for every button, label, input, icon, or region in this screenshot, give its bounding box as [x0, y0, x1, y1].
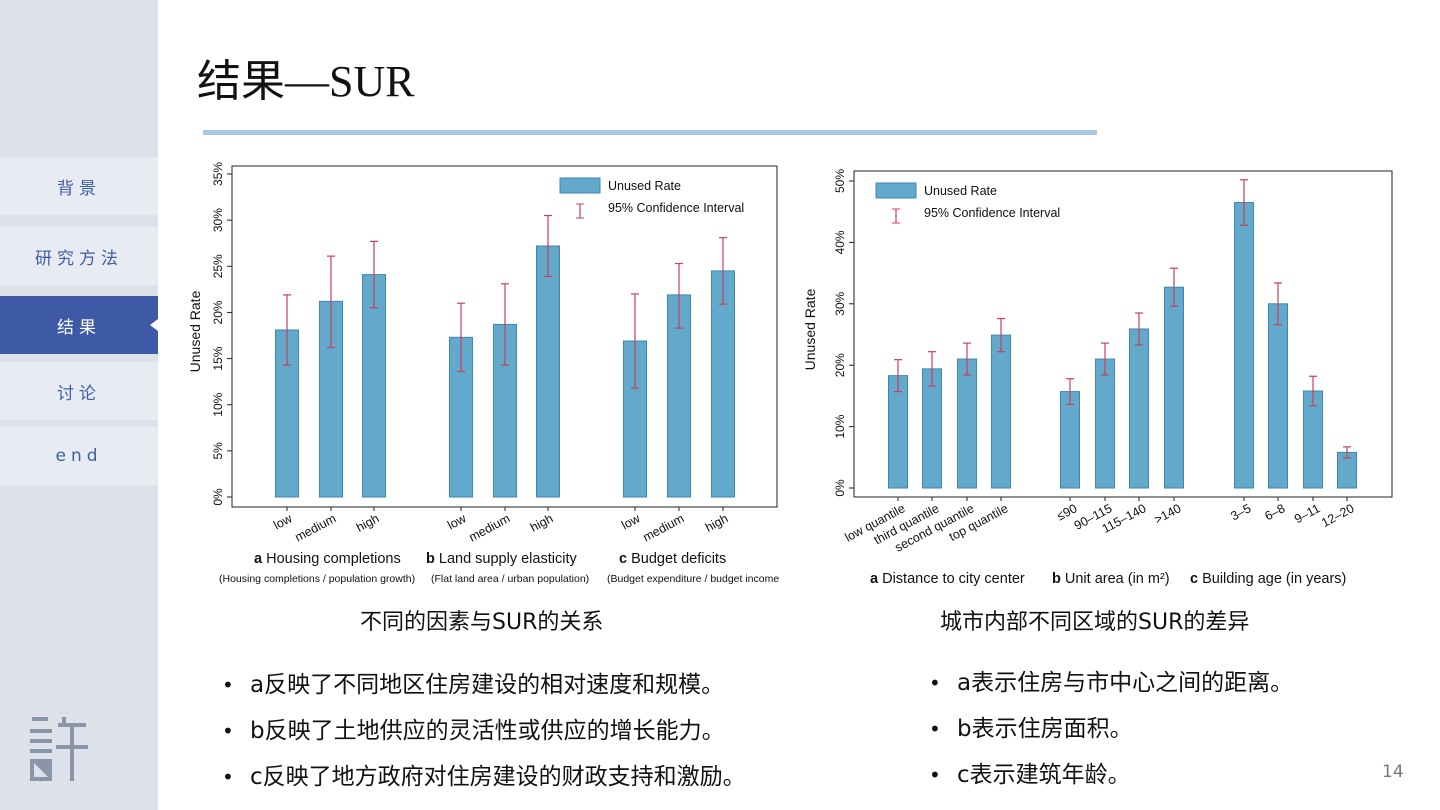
plot-frame [853, 170, 1393, 498]
group-title-text: Unit area (in m²) [1065, 571, 1170, 587]
nav-item-label: 背景 [57, 178, 101, 199]
nav-item-end[interactable]: end [0, 427, 158, 485]
nav-item-label: 研究方法 [35, 248, 123, 269]
x-tick-label: low [271, 511, 295, 533]
list-item: c表示建筑年龄。 [929, 752, 1293, 798]
x-tick-label: 12–20 [1319, 501, 1356, 530]
y-tick-label: 5% [211, 442, 225, 460]
y-tick-label: 10% [211, 392, 225, 416]
nav-item-discussion[interactable]: 讨论 [0, 362, 158, 420]
nav-item-background[interactable]: 背景 [0, 157, 158, 215]
nav-item-label: end [55, 446, 103, 466]
group-letter: c [1190, 571, 1202, 587]
legend-label: Unused Rate [608, 179, 681, 193]
group-subtitle: (Flat land area / urban population) [431, 573, 589, 585]
y-tick-label: 40% [833, 230, 847, 254]
left-bullet-list: a反映了不同地区住房建设的相对速度和规模。 b反映了土地供应的灵活性或供应的增长… [222, 662, 746, 800]
bar [888, 375, 908, 489]
xu-character-logo-icon [30, 717, 88, 781]
x-tick-label: medium [293, 511, 339, 544]
group-title-text: Land supply elasticity [439, 551, 578, 567]
right-bullet-list: a表示住房与市中心之间的距离。 b表示住房面积。 c表示建筑年龄。 [929, 660, 1293, 798]
group-title: c Building age (in years) [1190, 571, 1346, 587]
legend-ci-label: 95% Confidence Interval [924, 206, 1060, 220]
group-subtitle: (Budget expenditure / budget income [607, 573, 779, 585]
legend-ci-label: 95% Confidence Interval [608, 201, 744, 215]
x-tick-label: 6–8 [1262, 501, 1287, 523]
x-tick-label: high [703, 511, 730, 534]
bar [1129, 328, 1149, 489]
x-tick-label: high [528, 511, 555, 534]
x-tick-label: low [445, 511, 469, 533]
y-tick-label: 30% [833, 291, 847, 315]
group-title-text: Budget deficits [631, 551, 726, 567]
left-chart-caption: 不同的因素与SUR的关系 [360, 610, 604, 635]
group-title: a Distance to city center [870, 571, 1025, 587]
group-title: c Budget deficits [619, 551, 726, 567]
nav-item-methods[interactable]: 研究方法 [0, 227, 158, 285]
nav-item-results[interactable]: 结果 [0, 296, 158, 354]
y-tick-label: 15% [211, 346, 225, 370]
bar [536, 245, 560, 498]
legend-label: Unused Rate [924, 184, 997, 198]
list-item: b反映了土地供应的灵活性或供应的增长能力。 [222, 708, 746, 754]
x-tick-label: high [354, 511, 381, 534]
y-tick-label: 25% [211, 254, 225, 278]
y-axis-label: Unused Rate [802, 288, 818, 370]
title-divider [203, 130, 1097, 135]
slide-title: 结果—SUR [197, 57, 415, 106]
group-letter: b [426, 551, 439, 567]
group-letter: b [1052, 571, 1065, 587]
group-letter: c [619, 551, 631, 567]
y-axis-label: Unused Rate [187, 290, 203, 372]
y-tick-label: 35% [211, 162, 225, 186]
sidebar: 背景 研究方法 结果 讨论 end [0, 0, 158, 810]
x-tick-label: medium [467, 511, 513, 544]
page-number: 14 [1382, 762, 1404, 782]
group-subtitle: (Housing completions / population growth… [219, 573, 415, 585]
y-tick-label: 10% [833, 414, 847, 438]
x-tick-label: low [619, 511, 643, 533]
y-tick-label: 0% [211, 488, 225, 506]
x-tick-label: 3–5 [1228, 501, 1253, 523]
y-tick-label: 20% [211, 300, 225, 324]
list-item: c反映了地方政府对住房建设的财政支持和激励。 [222, 754, 746, 800]
group-title-text: Distance to city center [882, 571, 1025, 587]
bar [991, 334, 1011, 489]
y-tick-label: 30% [211, 208, 225, 232]
y-tick-label: 50% [833, 169, 847, 193]
legend-swatch [559, 177, 601, 194]
nav-item-label: 讨论 [57, 383, 101, 404]
x-tick-label: medium [641, 511, 687, 544]
bar [1060, 391, 1080, 489]
bar [1268, 303, 1288, 489]
bar [1164, 286, 1184, 489]
bar [922, 368, 942, 489]
list-item: b表示住房面积。 [929, 706, 1293, 752]
bar [1095, 358, 1115, 489]
legend-swatch [875, 182, 917, 199]
group-title-text: Housing completions [266, 551, 401, 567]
group-title-text: Building age (in years) [1202, 571, 1346, 587]
list-item: a反映了不同地区住房建设的相对速度和规模。 [222, 662, 746, 708]
x-tick-label: >140 [1152, 501, 1183, 527]
bar [1234, 201, 1254, 489]
list-item: a表示住房与市中心之间的距离。 [929, 660, 1293, 706]
bar [957, 358, 977, 489]
chart-housing-factors: 0%5%10%15%20%25%30%35%Unused Ratelowmedi… [187, 162, 779, 585]
x-tick-label: 9–11 [1292, 501, 1322, 526]
group-letter: a [254, 551, 266, 567]
group-title: b Unit area (in m²) [1052, 571, 1170, 587]
right-chart-caption: 城市内部不同区域的SUR的差异 [940, 610, 1250, 635]
y-tick-label: 20% [833, 353, 847, 377]
y-tick-label: 0% [833, 479, 847, 497]
group-letter: a [870, 571, 882, 587]
nav-item-label: 结果 [57, 317, 101, 338]
bar [711, 270, 735, 498]
group-title: b Land supply elasticity [426, 551, 577, 567]
group-title: a Housing completions [254, 551, 401, 567]
